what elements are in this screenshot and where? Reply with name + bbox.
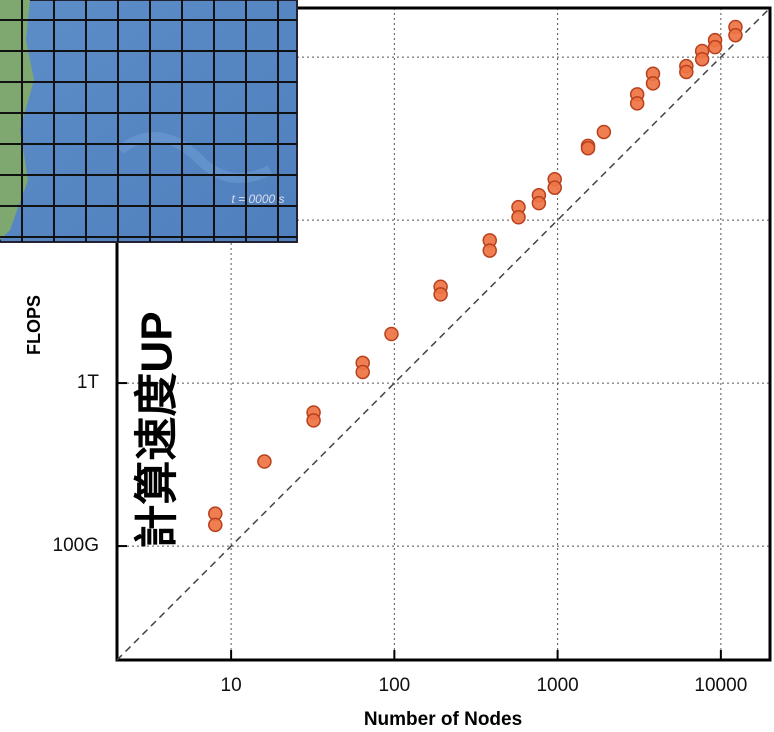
inset-time-label: t = 0000 s <box>231 192 284 206</box>
data-point <box>483 244 496 257</box>
data-point <box>680 65 693 78</box>
data-point <box>709 41 722 54</box>
y-axis-label: FLOPS <box>24 295 44 355</box>
x-tick-label: 10000 <box>694 675 747 696</box>
data-point <box>209 518 222 531</box>
y-tick-label: 100G <box>53 535 99 556</box>
data-point <box>646 77 659 90</box>
data-point <box>356 365 369 378</box>
x-axis-label: Number of Nodes <box>364 709 522 730</box>
data-point <box>597 125 610 138</box>
data-point <box>307 414 320 427</box>
annotation: 計算速度UP <box>133 311 182 548</box>
data-point <box>729 29 742 42</box>
data-point <box>548 181 561 194</box>
x-tick-label: 10 <box>221 675 242 696</box>
data-point <box>512 211 525 224</box>
chart: 10100100010000100G1T10T100T FLOPS Number… <box>0 0 774 732</box>
inset-map: t = 0000 s <box>0 0 297 242</box>
data-point <box>532 197 545 210</box>
data-point <box>631 97 644 110</box>
data-point <box>258 455 271 468</box>
data-point <box>696 53 709 66</box>
data-point <box>385 328 398 341</box>
data-point <box>434 288 447 301</box>
y-tick-label: 1T <box>77 372 100 393</box>
data-point <box>582 142 595 155</box>
x-tick-label: 100 <box>379 675 411 696</box>
x-tick-label: 1000 <box>536 675 578 696</box>
